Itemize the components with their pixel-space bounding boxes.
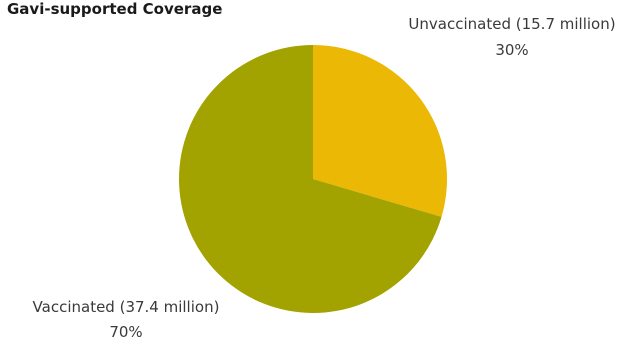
- chart-title: Gavi-supported Coverage: [7, 0, 222, 18]
- slice-label-unvaccinated: Unvaccinated (15.7 million): [408, 15, 615, 33]
- pie-slice-vaccinated: [179, 45, 442, 313]
- slice-percent-unvaccinated: 30%: [495, 41, 528, 59]
- slice-label-vaccinated: Vaccinated (37.4 million): [33, 298, 220, 316]
- slice-percent-vaccinated: 70%: [109, 323, 142, 341]
- pie-slices: [179, 45, 448, 313]
- pie-slice-unvaccinated: [313, 45, 448, 217]
